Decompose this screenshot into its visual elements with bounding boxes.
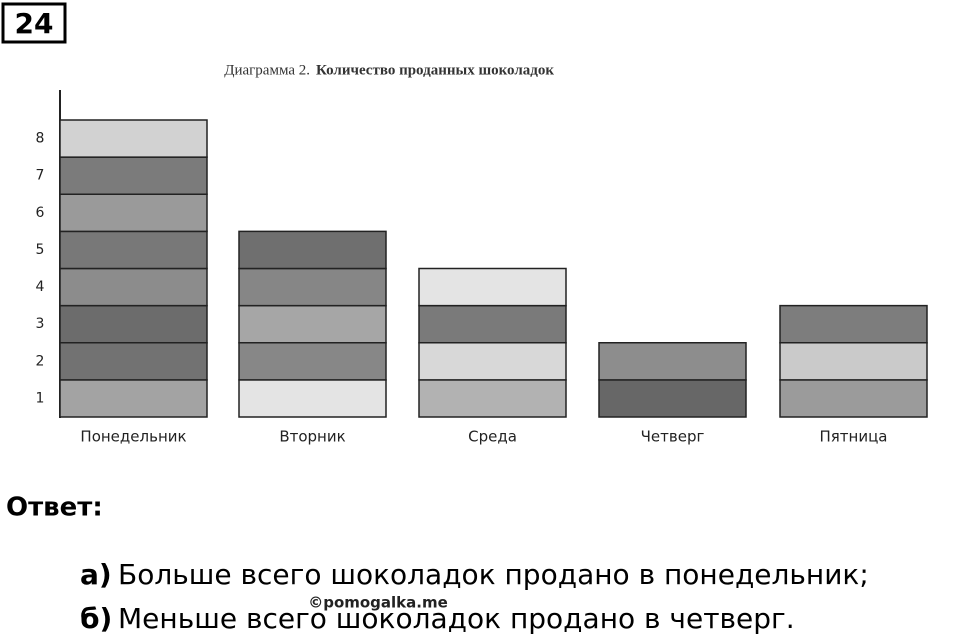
bar-block [59, 230, 208, 270]
x-tick-label: Понедельник [80, 428, 186, 446]
bar-block [59, 342, 208, 381]
item-text: Меньше всего шоколадок продано в четверг… [118, 602, 795, 635]
bar-block [59, 119, 208, 158]
bar-block [598, 379, 747, 418]
x-tick-label: Пятница [820, 428, 888, 446]
bar-block [238, 379, 387, 418]
bar-block [238, 230, 387, 270]
y-tick-label: 7 [36, 168, 45, 184]
y-tick-label: 2 [36, 353, 45, 369]
x-tick-label: Вторник [279, 428, 345, 446]
bar-block [238, 342, 387, 381]
bar-block [779, 304, 928, 344]
bar-block [59, 156, 208, 195]
y-tick-label: 4 [36, 279, 45, 295]
bar-block [238, 267, 387, 307]
bar-block [59, 379, 208, 418]
item-text: Больше всего шоколадок продано в понедел… [118, 558, 869, 591]
bar-block [418, 342, 567, 381]
chart-title: Количество проданных шоколадок [316, 62, 554, 78]
item-marker: б) [80, 602, 112, 635]
answer-label: Ответ: [6, 493, 103, 523]
bar-block [59, 193, 208, 233]
chart: 1 2 3 4 5 6 7 8 Понедельник Вторник Среда Четверг Пя… [36, 119, 928, 446]
number-box [1, 2, 67, 44]
problem-number: 24 [15, 7, 54, 40]
y-tick-label: 3 [36, 316, 45, 332]
bar-block [779, 342, 928, 381]
bar-block [59, 267, 208, 307]
y-tick-label: 5 [36, 242, 45, 258]
bar-block [418, 379, 567, 418]
x-tick-label: Четверг [641, 428, 705, 446]
bar-block [598, 342, 747, 381]
bar-block [238, 304, 387, 344]
watermark: ©pomogalka.me [308, 594, 448, 612]
bar-block [59, 304, 208, 344]
y-tick-label: 6 [36, 205, 45, 221]
y-tick-label: 8 [36, 131, 45, 147]
bar-block [418, 304, 567, 344]
y-tick-label: 1 [36, 390, 45, 406]
bar-block [779, 379, 928, 418]
item-marker: а) [80, 558, 112, 591]
chart-title-prefix: Диаграмма 2. [224, 62, 310, 78]
bar-block [418, 267, 567, 307]
x-tick-label: Среда [468, 428, 517, 446]
